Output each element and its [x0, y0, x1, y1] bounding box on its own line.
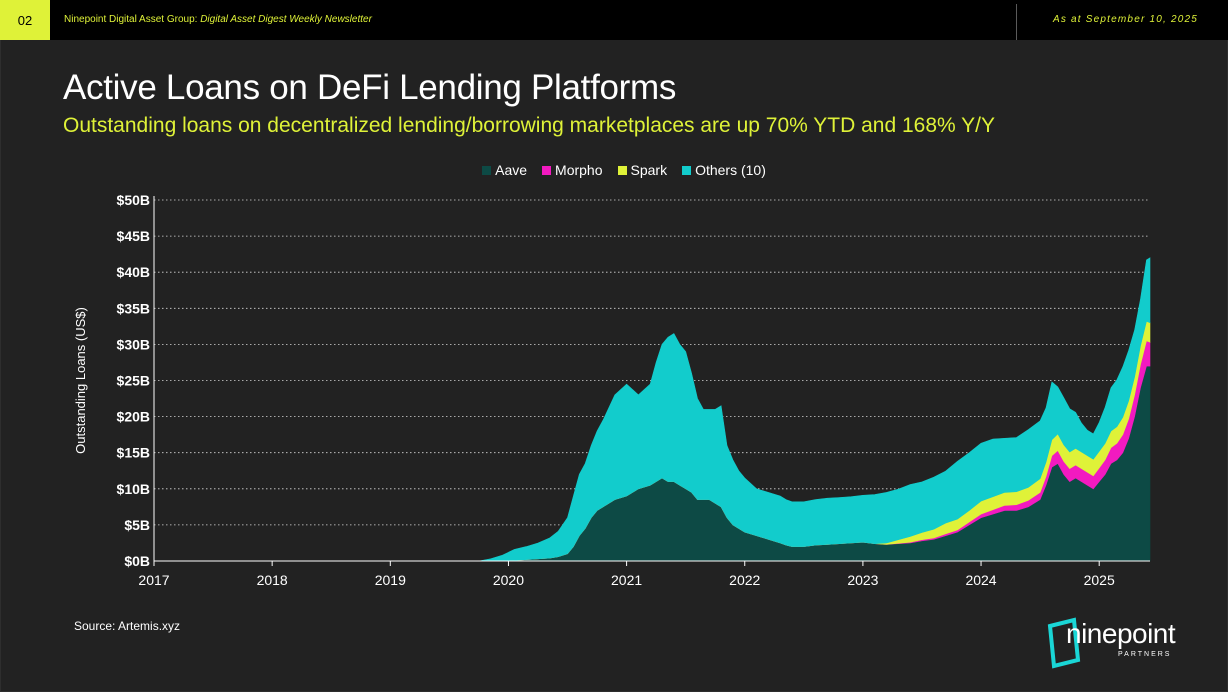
legend-item-others: Others (10) — [682, 162, 766, 178]
ninepoint-logo: ninepoint PARTNERS — [1044, 614, 1194, 672]
x-tick-label: 2025 — [1084, 572, 1115, 588]
y-tick-label: $50B — [117, 192, 150, 208]
report-date: As at September 10, 2025 — [1053, 14, 1198, 25]
logo-wordmark: ninepoint — [1066, 618, 1176, 649]
x-tick-label: 2021 — [611, 572, 642, 588]
area-series-others-10 — [154, 257, 1151, 562]
page-title: Active Loans on DeFi Lending Platforms — [63, 68, 677, 107]
y-tick-label: $15B — [117, 445, 150, 461]
legend-swatch-morpho — [542, 165, 552, 175]
y-tick-label: $25B — [117, 373, 150, 389]
y-axis-label: Outstanding Loans (US$) — [73, 307, 88, 454]
y-tick-label: $30B — [117, 336, 150, 352]
x-tick-label: 2024 — [965, 572, 996, 588]
x-tick-label: 2022 — [729, 572, 760, 588]
source-note: Source: Artemis.xyz — [74, 619, 181, 633]
x-tick-label: 2018 — [257, 572, 288, 588]
legend-label-aave: Aave — [495, 162, 528, 178]
legend-item-morpho: Morpho — [542, 162, 603, 178]
legend-label-others: Others (10) — [695, 162, 766, 178]
page-subtitle: Outstanding loans on decentralized lendi… — [63, 114, 995, 137]
y-tick-label: $0B — [124, 553, 150, 569]
x-tick-label: 2019 — [375, 572, 406, 588]
legend-swatch-aave — [482, 165, 492, 175]
y-tick-label: $10B — [117, 481, 150, 497]
logo-subtext: PARTNERS — [1118, 651, 1172, 658]
legend-label-morpho: Morpho — [555, 162, 603, 178]
x-tick-label: 2017 — [138, 572, 169, 588]
y-tick-label: $40B — [117, 264, 150, 280]
chart-legend: Aave Morpho Spark Others (10) — [0, 162, 1228, 178]
y-tick-label: $45B — [117, 228, 150, 244]
top-bar-divider — [1016, 4, 1017, 40]
newsletter-title: Ninepoint Digital Asset Group: Digital A… — [64, 14, 372, 25]
legend-item-aave: Aave — [482, 162, 527, 178]
page-number: 02 — [0, 0, 50, 40]
newsletter-name: Digital Asset Digest Weekly Newsletter — [200, 14, 372, 25]
legend-label-spark: Spark — [630, 162, 668, 178]
legend-item-spark: Spark — [617, 162, 668, 178]
legend-swatch-others — [682, 165, 692, 175]
x-tick-label: 2023 — [847, 572, 878, 588]
org-name: Ninepoint Digital Asset Group: — [64, 14, 198, 25]
y-tick-label: $35B — [117, 300, 150, 316]
y-tick-label: $5B — [124, 517, 150, 533]
y-tick-label: $20B — [117, 409, 150, 425]
x-tick-label: 2020 — [493, 572, 524, 588]
logo-mark-icon — [1047, 617, 1081, 669]
legend-swatch-spark — [617, 165, 627, 175]
top-bar: 02 Ninepoint Digital Asset Group: Digita… — [0, 0, 1228, 40]
